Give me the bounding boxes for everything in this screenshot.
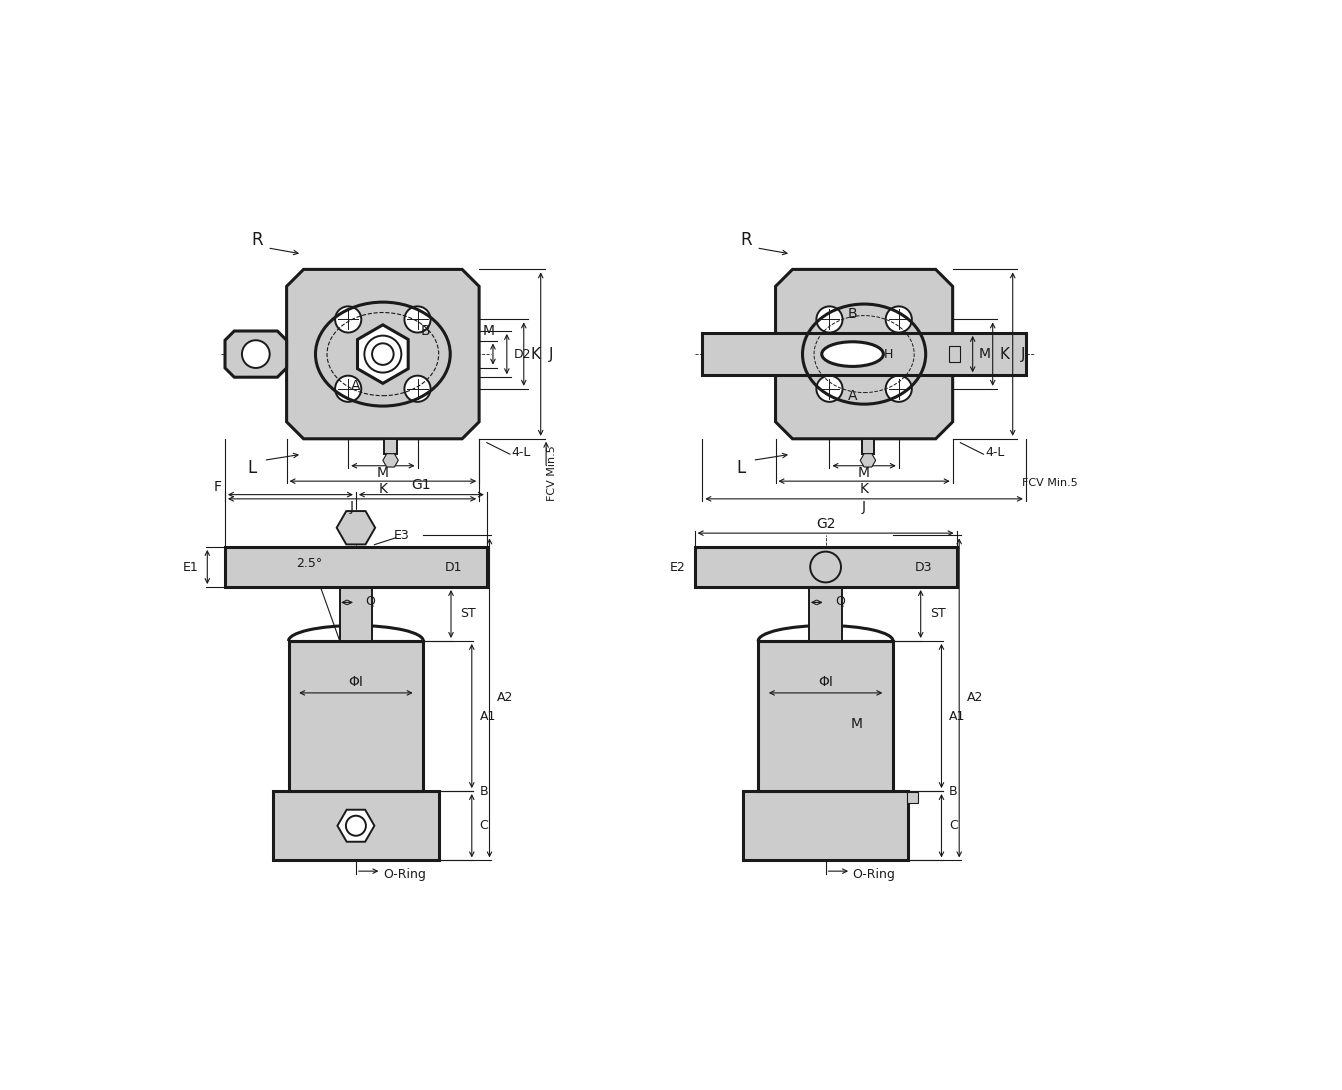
- Bar: [758, 641, 892, 791]
- Text: ΦI: ΦI: [349, 675, 364, 689]
- Text: ΦI: ΦI: [819, 675, 833, 689]
- Circle shape: [346, 815, 366, 836]
- Circle shape: [336, 306, 361, 332]
- Text: ST: ST: [460, 607, 476, 620]
- Text: K: K: [530, 347, 541, 362]
- Polygon shape: [382, 453, 399, 467]
- Ellipse shape: [821, 342, 883, 366]
- Bar: [949, 347, 960, 362]
- Text: O-Ring: O-Ring: [382, 868, 425, 881]
- Text: FCV Min.5: FCV Min.5: [1023, 479, 1078, 488]
- Text: 2.5°: 2.5°: [297, 557, 323, 570]
- Text: J: J: [549, 347, 553, 362]
- Circle shape: [886, 306, 911, 332]
- Circle shape: [372, 343, 393, 365]
- Text: B: B: [479, 785, 488, 798]
- Circle shape: [816, 376, 843, 402]
- Text: K: K: [1000, 347, 1009, 362]
- Polygon shape: [337, 511, 376, 544]
- Text: J: J: [350, 499, 354, 513]
- Text: K: K: [378, 482, 388, 496]
- Polygon shape: [776, 269, 953, 439]
- Text: Q: Q: [365, 594, 374, 607]
- Polygon shape: [225, 331, 287, 377]
- Text: B: B: [420, 324, 429, 338]
- Bar: [274, 791, 439, 860]
- Text: B: B: [848, 307, 858, 322]
- Bar: [862, 439, 874, 455]
- Text: L: L: [247, 459, 256, 477]
- Text: R: R: [251, 231, 263, 250]
- Text: A1: A1: [479, 710, 495, 723]
- Bar: [225, 547, 487, 588]
- Text: E3: E3: [395, 529, 409, 542]
- Text: G2: G2: [816, 517, 835, 531]
- Text: E1: E1: [183, 560, 199, 573]
- Text: ST: ST: [930, 607, 946, 620]
- Text: M: M: [978, 347, 990, 361]
- Text: 4-L: 4-L: [511, 446, 531, 459]
- Circle shape: [404, 306, 431, 332]
- Text: M: M: [858, 467, 870, 481]
- Text: K: K: [860, 482, 868, 496]
- Text: D2: D2: [514, 348, 531, 361]
- Polygon shape: [357, 325, 408, 384]
- Text: C: C: [479, 820, 488, 833]
- Polygon shape: [337, 810, 374, 841]
- Text: O-Ring: O-Ring: [852, 868, 895, 881]
- Bar: [907, 791, 918, 802]
- Bar: [695, 547, 957, 588]
- Text: M: M: [482, 325, 494, 338]
- Text: R: R: [741, 231, 752, 250]
- Circle shape: [242, 340, 270, 368]
- Polygon shape: [287, 269, 479, 439]
- Polygon shape: [860, 453, 875, 467]
- Text: A: A: [848, 389, 858, 403]
- Text: Q: Q: [835, 594, 844, 607]
- Text: F: F: [213, 480, 221, 494]
- Text: J: J: [862, 499, 866, 513]
- Text: A2: A2: [497, 691, 514, 704]
- Circle shape: [336, 376, 361, 402]
- Circle shape: [886, 376, 911, 402]
- Bar: [809, 588, 841, 641]
- Circle shape: [404, 376, 431, 402]
- Text: A2: A2: [966, 691, 984, 704]
- Text: D1: D1: [444, 560, 463, 573]
- Text: G1: G1: [412, 479, 431, 493]
- Bar: [702, 332, 1025, 375]
- Text: M: M: [377, 467, 389, 481]
- Circle shape: [365, 336, 401, 373]
- Text: J: J: [1020, 347, 1025, 362]
- Text: A: A: [352, 379, 361, 393]
- Text: A1: A1: [949, 710, 965, 723]
- Text: E2: E2: [670, 560, 686, 573]
- Text: FCV Min.5: FCV Min.5: [548, 446, 557, 501]
- Text: B: B: [949, 785, 958, 798]
- Bar: [384, 439, 397, 455]
- Bar: [340, 588, 372, 641]
- Text: M: M: [851, 717, 863, 730]
- Bar: [289, 641, 423, 791]
- Text: C: C: [949, 820, 958, 833]
- Text: H: H: [884, 348, 894, 361]
- Text: D3: D3: [914, 560, 933, 573]
- Text: 4-L: 4-L: [985, 446, 1004, 459]
- Circle shape: [816, 306, 843, 332]
- Text: L: L: [737, 459, 746, 477]
- Bar: [743, 791, 909, 860]
